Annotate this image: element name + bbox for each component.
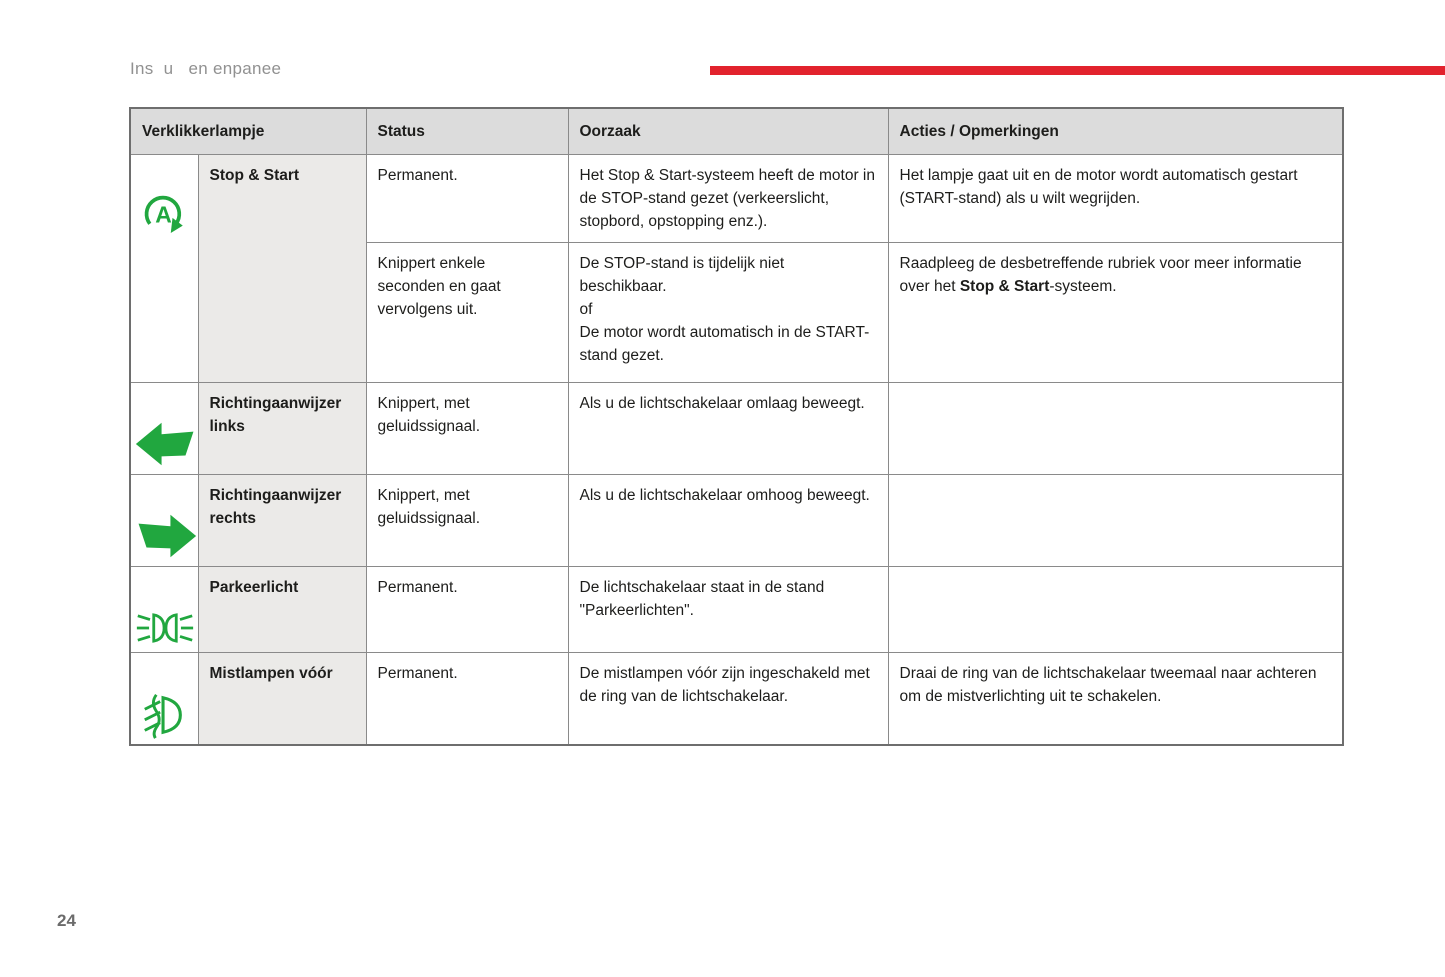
column-header-cause: Oorzaak [567, 107, 889, 155]
status-cell: Permanent. [365, 153, 569, 243]
cause-cell: De lichtschakelaar staat in de stand "Pa… [567, 565, 889, 653]
action-cell [887, 381, 1344, 475]
indicator-label: Richtingaanwijzer rechts [197, 473, 367, 567]
indicator-label: Stop & Start [197, 153, 367, 383]
action-cell: Raadpleeg de desbetreffende rubriek voor… [887, 241, 1344, 383]
cause-cell: Als u de lichtschakelaar omlaag beweegt. [567, 381, 889, 475]
action-cell: Het lampje gaat uit en de motor wordt au… [887, 153, 1344, 243]
indicator-label: Parkeerlicht [197, 565, 367, 653]
table-row: Richtingaanwijzer rechts Knippert, met g… [129, 473, 1344, 567]
svg-text:A: A [155, 201, 172, 227]
cause-cell: De mistlampen vóór zijn ingeschakeld met… [567, 651, 889, 745]
status-cell: Knippert, met geluidssignaal. [365, 381, 569, 475]
turn-left-icon [129, 381, 199, 475]
action-cell [887, 565, 1344, 653]
breadcrumb: Ins u en enpanee [130, 59, 282, 78]
stop-start-icon: A [129, 153, 199, 383]
table-row: Knippert enkele seconden en gaat vervolg… [130, 241, 1344, 383]
column-header-status: Status [365, 107, 569, 155]
table-row: Richtingaanwijzer links Knippert, met ge… [129, 381, 1344, 475]
status-cell: Knippert enkele seconden en gaat vervolg… [365, 241, 569, 383]
table-header-row: Verklikkerlampje Status Oorzaak Acties /… [129, 107, 1344, 155]
cause-cell: Het Stop & Start-systeem heeft de motor … [567, 153, 889, 243]
accent-bar [710, 66, 1445, 75]
indicator-label: Richtingaanwijzer links [197, 381, 367, 475]
indicator-lamps-table: Verklikkerlampje Status Oorzaak Acties /… [129, 107, 1344, 746]
parking-lights-icon [129, 565, 199, 653]
action-text: -systeem. [1049, 277, 1117, 295]
cause-cell: De STOP-stand is tijdelijk niet beschikb… [567, 241, 889, 383]
action-text: Raadpleeg de desbetreffende rubriek voor… [899, 254, 1302, 295]
action-cell [887, 473, 1344, 567]
action-text-bold: Stop & Start [959, 277, 1050, 295]
column-header-indicator: Verklikkerlampje [129, 107, 367, 155]
page-number: 24 [57, 911, 76, 930]
status-cell: Permanent. [365, 651, 569, 745]
table-row: Parkeerlicht Permanent. De lichtschakela… [129, 565, 1344, 653]
status-cell: Knippert, met geluidssignaal. [365, 473, 569, 567]
action-cell: Draai de ring van de lichtschakelaar twe… [887, 651, 1344, 745]
status-cell: Permanent. [365, 565, 569, 653]
turn-right-icon [129, 473, 199, 567]
column-header-actions: Acties / Opmerkingen [887, 107, 1344, 155]
cause-cell: Als u de lichtschakelaar omhoog beweegt. [567, 473, 889, 567]
indicator-label: Mistlampen vóór [197, 651, 367, 745]
front-fog-lights-icon [129, 651, 199, 745]
table-row: A Stop & Start Permanent. Het Stop & Sta… [129, 153, 1344, 383]
table-row: Mistlampen vóór Permanent. De mistlampen… [129, 651, 1344, 745]
